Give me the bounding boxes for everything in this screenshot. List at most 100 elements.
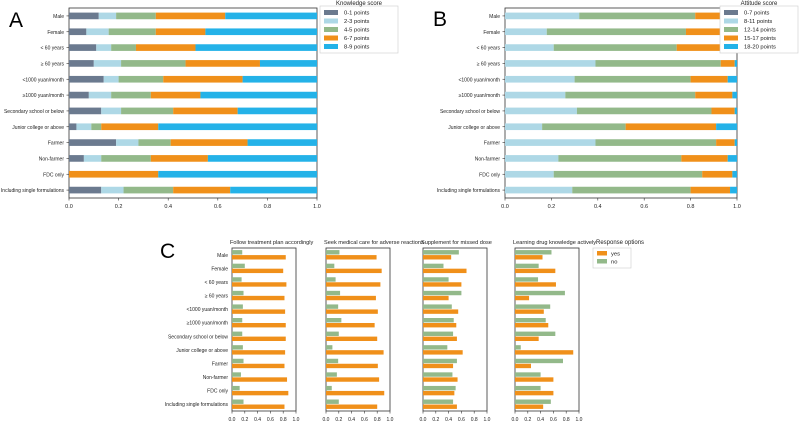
bar-no [515, 358, 563, 364]
bar-segment [88, 91, 112, 99]
bar-yes [515, 377, 554, 382]
bar-segment [259, 60, 317, 67]
bar-segment [505, 91, 566, 99]
bar-no [232, 290, 244, 296]
bar-segment [69, 60, 94, 67]
bar-segment [98, 12, 117, 20]
bar-segment [69, 75, 104, 83]
bar-segment [205, 28, 317, 36]
x-tick-label: 0.0 [501, 204, 509, 210]
category-label: < 60 years [41, 46, 65, 52]
x-tick-label: 0.0 [420, 417, 427, 423]
category-label: Including single formulations [1, 188, 65, 194]
category-label: Secondary school or below [168, 334, 228, 340]
bar-segment [121, 107, 174, 115]
bar-no [326, 331, 339, 336]
x-tick-label: 0.4 [348, 417, 355, 423]
bar-no [326, 385, 332, 391]
bar-segment [108, 28, 156, 36]
bar-segment [101, 186, 124, 194]
x-tick-label: 1.0 [293, 417, 300, 423]
bar-segment [505, 170, 554, 178]
bar-no [232, 358, 244, 364]
bar-segment [505, 139, 596, 146]
bar-no [423, 372, 453, 377]
bar-yes [326, 309, 378, 314]
bar-yes [515, 404, 544, 409]
bar-yes [232, 404, 285, 409]
bar-no [423, 263, 444, 269]
bar-yes [232, 282, 287, 287]
subplot-frame [231, 247, 297, 412]
bar-yes [326, 377, 380, 382]
bar-no [326, 372, 337, 377]
bar-yes [326, 404, 378, 409]
bar-segment [76, 123, 92, 131]
bar-yes [423, 363, 454, 369]
bar-segment [135, 44, 196, 51]
bar-yes [515, 295, 530, 301]
bar-segment [101, 155, 151, 162]
category-label: ≥1000 yuan/month [23, 93, 65, 99]
legend-swatch [724, 10, 738, 15]
subplot-frame [422, 247, 488, 412]
bar-segment [101, 123, 159, 131]
category-label: Male [489, 14, 500, 20]
bar-segment [207, 155, 317, 162]
plot-frame [68, 7, 318, 199]
legend-swatch [324, 27, 338, 32]
bar-yes [232, 350, 286, 355]
bar-segment [542, 123, 626, 131]
category-label: < 60 years [205, 280, 229, 286]
bar-segment [93, 60, 122, 67]
category-label: <1000 yuan/month [186, 307, 228, 313]
x-tick-label: 0.8 [264, 204, 272, 210]
bar-yes [326, 390, 385, 396]
bar-segment [505, 155, 559, 162]
bar-no [326, 399, 339, 404]
bar-segment [734, 139, 737, 146]
bar-segment [702, 170, 733, 178]
category-label: Female [211, 266, 228, 272]
category-label: <1000 yuan/month [22, 77, 64, 83]
bar-segment [225, 12, 317, 20]
bar-yes [515, 363, 531, 369]
x-tick-label: 0.6 [267, 417, 274, 423]
bar-segment [695, 12, 728, 20]
bar-yes [423, 295, 449, 301]
bar-yes [232, 363, 285, 369]
bar-no [515, 399, 551, 404]
bar-yes [515, 390, 554, 396]
bar-segment [158, 170, 317, 178]
bar-segment [681, 155, 728, 162]
bar-segment [138, 139, 171, 146]
bar-segment [116, 12, 156, 20]
bar-no [423, 345, 448, 350]
x-tick-label: 0.4 [254, 417, 261, 423]
category-label: < 60 years [477, 46, 501, 52]
bar-no [232, 318, 243, 323]
bar-no [232, 250, 243, 255]
bar-segment [103, 75, 119, 83]
bar-segment [150, 155, 208, 162]
bar-segment [625, 123, 717, 131]
bar-yes [515, 255, 543, 260]
bar-segment [576, 107, 712, 115]
legend-title: Knowledge score [336, 1, 383, 7]
legend-label: 0-7 points [744, 11, 770, 17]
bar-yes [326, 268, 382, 274]
category-label: <1000 yuan/month [458, 77, 500, 83]
bar-no [515, 318, 546, 323]
bar-segment [690, 186, 731, 194]
legend-swatch [724, 35, 738, 41]
bar-no [326, 304, 339, 309]
bar-segment [553, 170, 703, 178]
legend-swatch [597, 259, 607, 264]
bar-segment [69, 44, 97, 51]
category-label: Secondary school or below [440, 109, 500, 115]
bar-no [232, 277, 242, 282]
bar-no [423, 331, 454, 336]
legend-label: 2-3 points [344, 19, 370, 25]
category-label: Junior college or above [448, 125, 500, 131]
x-tick-label: 1.0 [313, 204, 321, 210]
